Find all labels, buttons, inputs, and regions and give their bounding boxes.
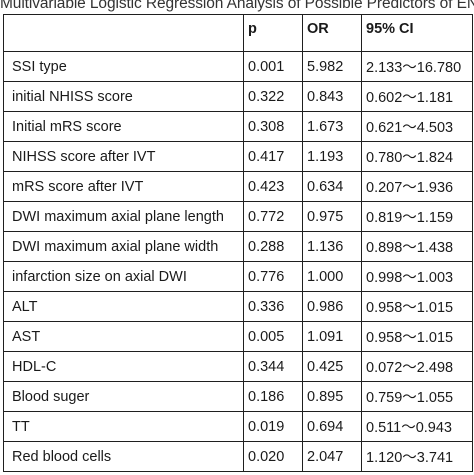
cell-p: 0.776 — [243, 261, 303, 292]
cell-variable: ALT — [3, 291, 244, 322]
cell-or: 0.975 — [302, 201, 362, 232]
cell-p: 0.772 — [243, 201, 303, 232]
cell-ci: 0.207～1.936 — [361, 171, 473, 202]
table-row: SSI type 0.001 5.982 2.133～16.780 — [3, 51, 473, 82]
regression-table: p OR 95% CI SSI type 0.001 5.982 2.133～16.7… — [3, 14, 473, 472]
cell-variable: SSI type — [3, 51, 244, 82]
cell-variable: NIHSS score after IVT — [3, 141, 244, 172]
cell-ci: 0.958～1.015 — [361, 321, 473, 352]
table-row: Blood suger 0.186 0.895 0.759～1.055 — [3, 381, 473, 412]
table-row: TT 0.019 0.694 0.511～0.943 — [3, 411, 473, 442]
cell-p: 0.020 — [243, 441, 303, 472]
cell-variable: TT — [3, 411, 244, 442]
table-row: HDL-C 0.344 0.425 0.072～2.498 — [3, 351, 473, 382]
cell-ci: 1.120～3.741 — [361, 441, 473, 472]
cell-or: 1.673 — [302, 111, 362, 142]
cell-variable: AST — [3, 321, 244, 352]
table-row: mRS score after IVT 0.423 0.634 0.207～1.936 — [3, 171, 473, 202]
cell-or: 1.091 — [302, 321, 362, 352]
cell-variable: Blood suger — [3, 381, 244, 412]
cell-variable: DWI maximum axial plane width — [3, 231, 244, 262]
cell-or: 1.000 — [302, 261, 362, 292]
cell-ci: 0.602～1.181 — [361, 81, 473, 112]
cell-variable: DWI maximum axial plane length — [3, 201, 244, 232]
header-p: p — [243, 14, 303, 52]
cell-variable: mRS score after IVT — [3, 171, 244, 202]
table-row: DWI maximum axial plane length 0.772 0.975… — [3, 201, 473, 232]
cell-or: 0.694 — [302, 411, 362, 442]
cell-ci: 0.072～2.498 — [361, 351, 473, 382]
cell-or: 0.895 — [302, 381, 362, 412]
cell-or: 0.986 — [302, 291, 362, 322]
cell-p: 0.288 — [243, 231, 303, 262]
cell-p: 0.322 — [243, 81, 303, 112]
cell-or: 1.193 — [302, 141, 362, 172]
cell-ci: 0.998～1.003 — [361, 261, 473, 292]
cell-variable: Initial mRS score — [3, 111, 244, 142]
table-row: Red blood cells 0.020 2.047 1.120～3.741 — [3, 441, 473, 472]
cell-or: 0.843 — [302, 81, 362, 112]
header-or: OR — [302, 14, 362, 52]
cell-ci: 0.759～1.055 — [361, 381, 473, 412]
cell-p: 0.019 — [243, 411, 303, 442]
header-variable — [3, 14, 244, 52]
cell-or: 1.136 — [302, 231, 362, 262]
table-row: Initial mRS score 0.308 1.673 0.621～4.503 — [3, 111, 473, 142]
cell-or: 5.982 — [302, 51, 362, 82]
cell-p: 0.005 — [243, 321, 303, 352]
cell-variable: infarction size on axial DWI — [3, 261, 244, 292]
cell-ci: 0.819～1.159 — [361, 201, 473, 232]
cell-variable: initial NHISS score — [3, 81, 244, 112]
cell-ci: 0.621～4.503 — [361, 111, 473, 142]
cell-variable: Red blood cells — [3, 441, 244, 472]
cell-p: 0.344 — [243, 351, 303, 382]
cell-or: 0.425 — [302, 351, 362, 382]
table-body: SSI type 0.001 5.982 2.133～16.780 initial NH… — [3, 51, 473, 472]
cell-or: 0.634 — [302, 171, 362, 202]
table-caption: Multivariable Logistic Regression Analys… — [0, 0, 474, 12]
table-header-row: p OR 95% CI — [3, 14, 473, 52]
cell-p: 0.417 — [243, 141, 303, 172]
table-row: DWI maximum axial plane width 0.288 1.136 0… — [3, 231, 473, 262]
cell-ci: 0.898～1.438 — [361, 231, 473, 262]
cell-ci: 2.133～16.780 — [361, 51, 473, 82]
table-row: initial NHISS score 0.322 0.843 0.602～1.181 — [3, 81, 473, 112]
table-row: AST 0.005 1.091 0.958～1.015 — [3, 321, 473, 352]
cell-ci: 0.958～1.015 — [361, 291, 473, 322]
cell-ci: 0.511～0.943 — [361, 411, 473, 442]
cell-p: 0.186 — [243, 381, 303, 412]
cell-p: 0.001 — [243, 51, 303, 82]
cell-variable: HDL-C — [3, 351, 244, 382]
header-ci: 95% CI — [361, 14, 473, 52]
cell-or: 2.047 — [302, 441, 362, 472]
cell-ci: 0.780～1.824 — [361, 141, 473, 172]
table-row: ALT 0.336 0.986 0.958～1.015 — [3, 291, 473, 322]
cell-p: 0.308 — [243, 111, 303, 142]
cell-p: 0.336 — [243, 291, 303, 322]
table-row: NIHSS score after IVT 0.417 1.193 0.780～1.8… — [3, 141, 473, 172]
cell-p: 0.423 — [243, 171, 303, 202]
table-row: infarction size on axial DWI 0.776 1.000 0.… — [3, 261, 473, 292]
